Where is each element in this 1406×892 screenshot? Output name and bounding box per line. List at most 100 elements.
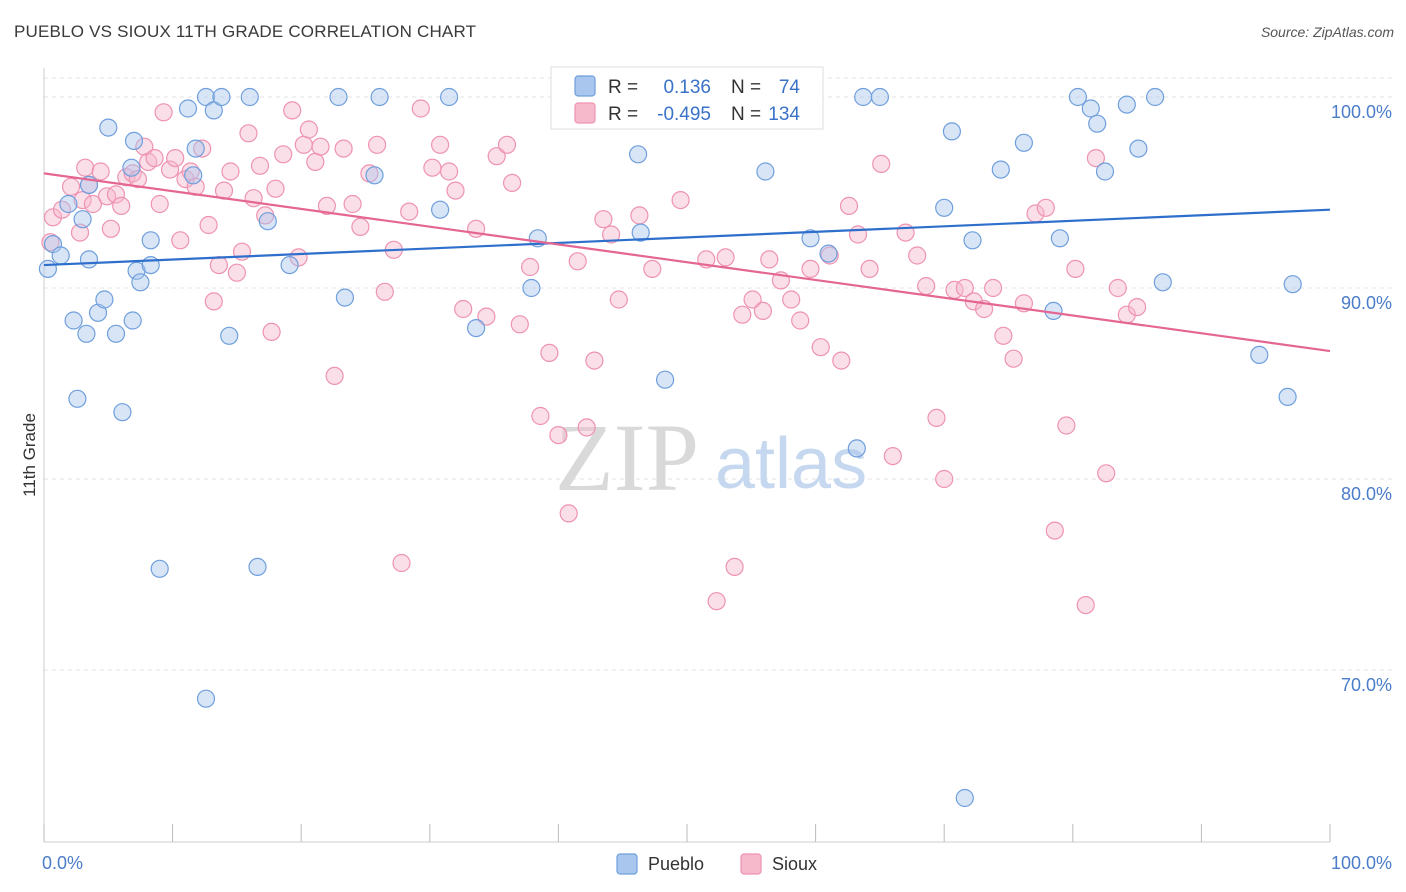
pueblo-point-17 [124,131,144,150]
sioux-point-86 [643,259,662,278]
pueblo-point-32 [258,212,277,231]
sioux-point-65 [454,299,473,319]
sioux-point-82 [609,290,628,309]
sioux-point-49 [317,196,336,215]
sioux-point-56 [375,282,394,301]
sioux-point-63 [440,162,459,181]
sioux-point-3 [61,177,81,196]
sioux-point-5 [73,191,92,210]
chart-title: PUEBLO VS SIOUX 11TH GRADE CORRELATION C… [14,22,477,41]
sioux-point-114 [935,469,954,489]
sioux-point-78 [577,418,596,437]
pueblo-point-41 [522,278,541,298]
y-tick-label-70: 70.0% [1341,675,1392,695]
pueblo-point-40 [467,319,486,338]
sioux-point-94 [733,305,752,324]
pueblo-point-51 [801,229,820,248]
pueblo-point-35 [335,288,354,307]
sioux-point-128 [1076,595,1095,615]
pueblo-point-36 [365,166,384,185]
sioux-point-111 [908,246,927,265]
pueblo-point-29 [220,326,239,345]
sioux-point-91 [707,592,726,611]
sioux-point-99 [782,290,801,309]
x-tick-label-min: 0.0% [42,853,83,873]
sioux-point-121 [1004,349,1023,368]
pueblo-point-39 [440,87,459,107]
sioux-point-29 [199,215,218,235]
pueblo-point-59 [991,160,1010,179]
y-tick-label-80: 80.0% [1341,484,1392,504]
pueblo-point-63 [1068,87,1088,107]
sioux-point-28 [193,139,212,158]
sioux-point-13 [112,196,131,215]
sioux-point-77 [568,252,587,271]
pueblo-point-69 [1145,87,1165,107]
sioux-point-50 [325,366,344,385]
gridlines [44,77,1395,671]
bottom-legend: Pueblo Sioux [616,853,817,875]
bottom-legend-pueblo: Pueblo [648,854,704,874]
watermark-zip: ZIP [555,404,699,511]
pueblo-point-37 [370,87,389,107]
sioux-point-80 [594,210,613,229]
sioux-trend-line [43,172,1331,353]
legend-sioux-n-value: 134 [768,104,800,125]
pueblo-point-70 [1153,273,1172,292]
y-tick-label-100: 100.0% [1331,102,1392,122]
pueblo-point-50 [756,162,775,181]
sioux-point-59 [400,202,419,221]
sioux-point-88 [671,191,690,210]
pueblo-point-54 [854,87,873,107]
sioux-point-15 [123,164,142,183]
sioux-point-9 [91,162,110,181]
x-tick-label-max: 100.0% [1331,853,1392,873]
sioux-point-116 [955,278,974,298]
sioux-point-70 [502,173,522,192]
sioux-point-30 [204,292,223,311]
pueblo-point-64 [1081,99,1100,118]
legend-sioux-n-label: N = [731,104,761,125]
sioux-point-95 [743,290,762,309]
pueblo-point-73 [1283,275,1302,294]
bottom-legend-swatch-sioux [740,853,762,875]
pueblo-point-30 [240,87,259,107]
legend-box [550,66,824,130]
sioux-point-17 [135,137,154,156]
sioux-point-108 [872,154,891,173]
sioux-point-61 [423,158,442,177]
pueblo-point-24 [184,166,203,185]
sioux-point-97 [760,250,779,269]
sioux-point-101 [801,259,820,278]
sioux-point-72 [520,257,540,277]
pueblo-point-33 [280,256,299,275]
sioux-point-10 [97,187,117,206]
pueblo-trend-line [43,208,1331,267]
sioux-point-125 [1045,521,1064,540]
sioux-point-104 [832,351,851,370]
sioux-point-81 [601,225,621,244]
pueblo-point-31 [248,557,267,577]
pueblo-point-3 [59,194,78,214]
sioux-point-119 [983,278,1003,298]
pueblo-point-20 [141,231,160,250]
sioux-point-12 [106,185,126,204]
sioux-point-0 [41,233,60,252]
sioux-point-62 [431,135,450,154]
pueblo-point-65 [1088,114,1107,133]
y-tick-label-90: 90.0% [1341,293,1392,313]
pueblo-point-61 [1044,301,1063,320]
pueblo-point-67 [1117,95,1136,114]
sioux-point-4 [70,223,90,242]
y-axis-title: 11th Grade [20,413,39,497]
pueblo-point-12 [99,118,118,137]
pueblo-point-60 [1014,133,1034,152]
sioux-point-96 [753,301,773,320]
sioux-point-34 [227,263,246,282]
sioux-point-113 [927,408,946,427]
sioux-points [41,87,1147,615]
sioux-point-60 [411,99,430,118]
pueblo-point-5 [68,389,87,408]
tick-labels: 0.0% 100.0% 70.0% 80.0% 90.0% 100.0% [42,102,1392,873]
